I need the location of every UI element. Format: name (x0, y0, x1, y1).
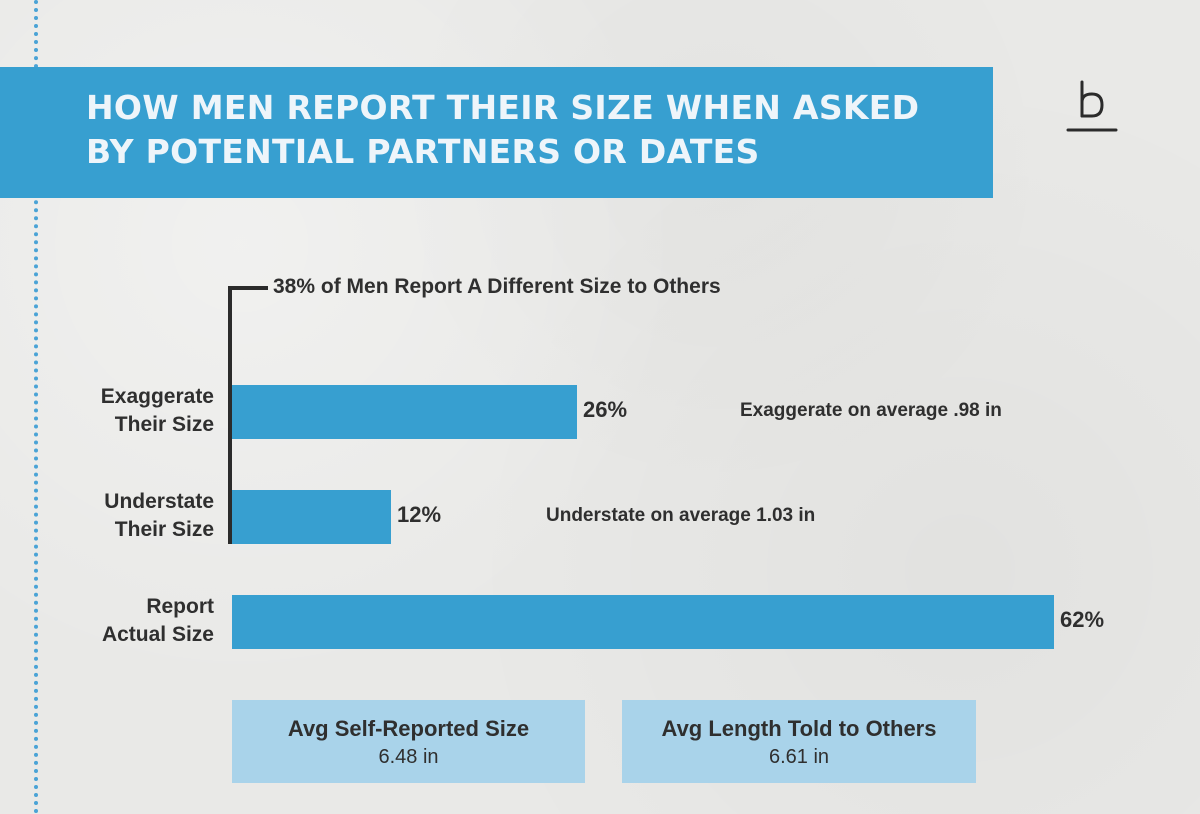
category-label: Report Actual Size (101, 595, 214, 646)
bar (232, 595, 1054, 649)
stat-box-self-reported: Avg Self-Reported Size 6.48 in (232, 700, 585, 783)
stat-value: 6.48 in (378, 746, 439, 768)
bracket-annotation: 38% of Men Report A Different Size to Ot… (273, 275, 721, 298)
stat-box-told-to-others: Avg Length Told to Others 6.61 in (622, 700, 976, 783)
category-label: Understate Their Size (104, 490, 214, 541)
bar-value-label: 26% (583, 397, 628, 422)
bar-note: Understate on average 1.03 in (546, 505, 816, 526)
category-label: Exaggerate Their Size (100, 385, 214, 436)
dotted-border-line (34, 0, 38, 814)
grouping-bracket (228, 286, 268, 544)
stat-label: Avg Length Told to Others (661, 716, 937, 741)
bar (232, 385, 577, 439)
brand-b-logo-icon (1066, 80, 1118, 132)
bar (232, 490, 391, 544)
bar-note: Exaggerate on average .98 in (740, 400, 1002, 421)
page-title: HOW MEN REPORT THEIR SIZE WHEN ASKED BY … (86, 88, 920, 171)
bar-value-label: 12% (397, 502, 442, 527)
bar-value-label: 62% (1060, 607, 1105, 632)
stat-label: Avg Self-Reported Size (287, 716, 530, 741)
stat-value: 6.61 in (768, 746, 830, 768)
title-banner (0, 67, 993, 198)
